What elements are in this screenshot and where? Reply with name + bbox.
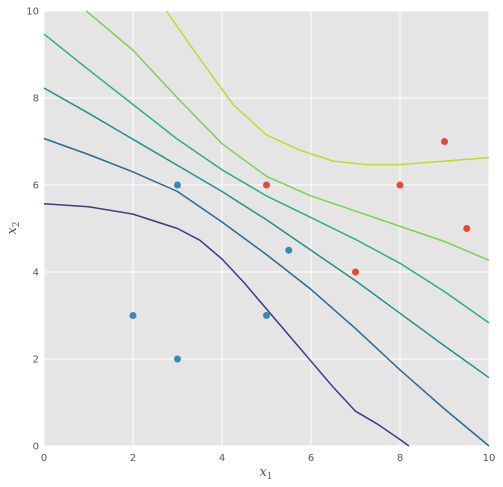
x-tick-label: 8 [397,453,403,464]
y-tick-labels: 0 2 4 6 8 10 [26,7,39,453]
y-tick-label: 10 [26,7,39,18]
data-point [263,312,270,319]
x-axis-label: x1 [259,465,272,482]
contour-line [43,202,410,447]
data-point [174,355,181,363]
data-point [285,246,293,254]
data-point [352,268,359,276]
contour-line [43,137,490,447]
scatter-points [129,138,471,363]
y-tick-label: 2 [33,355,39,366]
x-tick-label: 6 [308,453,314,464]
contour-line [43,33,490,324]
x-tick-label: 4 [219,453,225,464]
data-point [129,312,137,319]
x-tick-label: 10 [483,453,496,464]
data-point [396,181,404,189]
x-tick-labels: 0 2 4 6 8 10 [41,453,496,464]
data-point [441,138,448,145]
contour-line [43,87,490,379]
x-tick-label: 2 [130,453,136,464]
data-point [463,225,471,232]
data-point [263,181,270,189]
contour-lines [43,10,490,447]
plot-background [44,11,489,446]
contour-line [85,10,490,261]
grid [43,10,490,447]
y-tick-label: 0 [33,442,39,453]
data-point [174,181,181,189]
y-tick-label: 8 [33,94,39,105]
x-tick-label: 0 [41,453,47,464]
contour-line [165,10,490,166]
y-tick-label: 4 [33,268,39,279]
y-tick-label: 6 [33,181,39,192]
y-axis-label: x2 [5,221,22,234]
